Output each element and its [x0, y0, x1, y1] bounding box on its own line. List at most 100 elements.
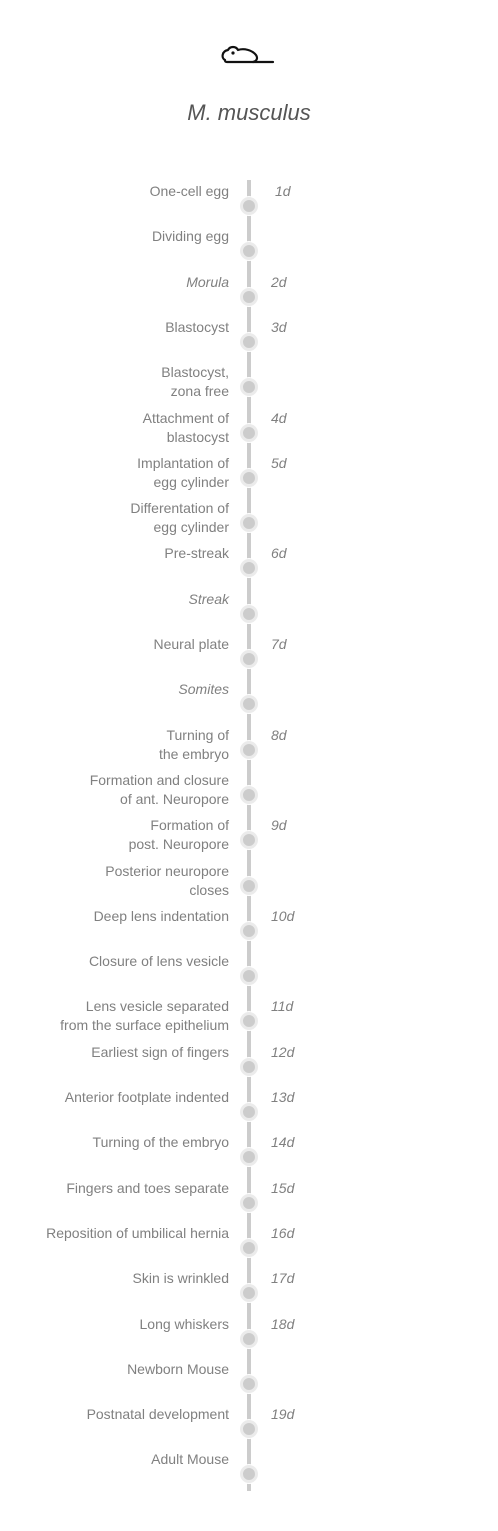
stage-label: Blastocyst [165, 319, 229, 335]
stage-marker [240, 605, 258, 623]
stage-label: Posterior neuropore closes [105, 863, 229, 898]
stage-marker [240, 469, 258, 487]
species-title: M. musculus [187, 100, 311, 125]
stage-marker [240, 424, 258, 442]
timeline-stage: Formation of post. Neuropore 9d [0, 816, 498, 862]
stage-day: 15d [271, 1180, 295, 1196]
stage-marker [240, 1284, 258, 1302]
stage-label: Turning of the embryo [158, 727, 229, 762]
stage-day: 13d [271, 1089, 295, 1105]
stage-label: One-cell egg [149, 183, 229, 199]
stage-label: Morula [186, 274, 229, 290]
stage-label: Somites [178, 681, 229, 697]
stage-day: 5d [271, 455, 287, 471]
timeline-stage: Anterior footplate indented 13d [0, 1088, 498, 1134]
timeline-stage: Turning of the embryo 8d [0, 726, 498, 772]
timeline-stage: Pre-streak 6d [0, 544, 498, 590]
stage-marker [240, 650, 258, 668]
stage-label: Postnatal development [86, 1406, 229, 1422]
stage-day: 9d [271, 817, 287, 833]
stage-day: 19d [271, 1406, 295, 1422]
stage-label: Attachment of blastocyst [142, 410, 229, 445]
stage-marker [240, 1330, 258, 1348]
timeline-stage: Dividing egg [0, 227, 498, 273]
stage-label: Closure of lens vesicle [88, 953, 229, 969]
stage-marker [240, 1420, 258, 1438]
stage-marker [240, 1148, 258, 1166]
timeline-stage: Somites [0, 680, 498, 726]
stage-marker [240, 1103, 258, 1121]
timeline-stage: Turning of the embryo 14d [0, 1133, 498, 1179]
timeline-stage: Blastocyst, zona free [0, 363, 498, 409]
timeline-stage: Adult Mouse [0, 1450, 498, 1496]
stage-marker [240, 967, 258, 985]
stage-label: Reposition of umbilical hernia [46, 1225, 229, 1241]
stage-label: Newborn Mouse [127, 1361, 229, 1377]
timeline-stage: Earliest sign of fingers 12d [0, 1043, 498, 1089]
stage-day: 4d [271, 410, 287, 426]
stage-marker [240, 242, 258, 260]
stage-day: 3d [271, 319, 287, 335]
timeline-stage: Morula 2d [0, 273, 498, 319]
timeline-stage: Posterior neuropore closes [0, 862, 498, 908]
stage-label: Streak [188, 591, 229, 607]
stage-label: Earliest sign of fingers [91, 1044, 229, 1060]
stage-day: 1d [275, 183, 291, 199]
timeline-stage: Formation and closure of ant. Neuropore [0, 771, 498, 817]
timeline-stage: Skin is wrinkled 17d [0, 1269, 498, 1315]
stage-label: Pre-streak [164, 545, 229, 561]
stage-marker [240, 922, 258, 940]
stage-day: 2d [271, 274, 287, 290]
stage-label: Deep lens indentation [93, 908, 229, 924]
stage-label: Fingers and toes separate [66, 1180, 229, 1196]
stage-day: 7d [271, 636, 287, 652]
stage-marker [240, 877, 258, 895]
stage-label: Dividing egg [151, 228, 229, 244]
timeline-stage: Differentation of egg cylinder [0, 499, 498, 545]
stage-marker [240, 741, 258, 759]
stage-marker [240, 1012, 258, 1030]
stage-label: Adult Mouse [151, 1451, 229, 1467]
timeline-stage: Neural plate 7d [0, 635, 498, 681]
stage-day: 18d [271, 1316, 295, 1332]
stage-day: 12d [271, 1044, 295, 1060]
stage-marker [240, 559, 258, 577]
timeline-stage: Closure of lens vesicle [0, 952, 498, 998]
timeline-stage: Blastocyst 3d [0, 318, 498, 364]
stage-label: Formation of post. Neuropore [128, 817, 229, 852]
stage-label: Anterior footplate indented [64, 1089, 229, 1105]
stage-label: Long whiskers [139, 1316, 230, 1332]
stage-day: 6d [271, 545, 287, 561]
stage-marker [240, 1239, 258, 1257]
timeline-stage: Reposition of umbilical hernia 16d [0, 1224, 498, 1270]
stage-label: Blastocyst, zona free [161, 364, 229, 399]
stage-day: 14d [271, 1134, 295, 1150]
timeline-stage: Newborn Mouse [0, 1360, 498, 1406]
stage-label: Lens vesicle separated from the surface … [60, 998, 229, 1033]
stage-marker [240, 1375, 258, 1393]
stage-label: Turning of the embryo [92, 1134, 229, 1150]
timeline-stage: Deep lens indentation 10d [0, 907, 498, 953]
stage-label: Neural plate [153, 636, 230, 652]
timeline-stage: Streak [0, 590, 498, 636]
stage-marker [240, 1465, 258, 1483]
stage-marker [240, 1058, 258, 1076]
stage-marker [240, 288, 258, 306]
stage-day: 11d [271, 998, 294, 1014]
stage-day: 8d [271, 727, 287, 743]
stage-marker [240, 197, 258, 215]
stage-label: Skin is wrinkled [132, 1270, 229, 1286]
stage-marker [240, 1194, 258, 1212]
stage-marker [240, 514, 258, 532]
stage-marker [240, 333, 258, 351]
stage-day: 10d [271, 908, 295, 924]
stage-label: Differentation of egg cylinder [130, 500, 229, 535]
timeline-stage: Attachment of blastocyst 4d [0, 409, 498, 455]
stage-label: Implantation of egg cylinder [137, 455, 229, 490]
timeline-stage: Fingers and toes separate 15d [0, 1179, 498, 1225]
stage-marker [240, 695, 258, 713]
timeline-stage: Implantation of egg cylinder 5d [0, 454, 498, 500]
timeline-stage: Postnatal development 19d [0, 1405, 498, 1451]
stage-marker [240, 786, 258, 804]
